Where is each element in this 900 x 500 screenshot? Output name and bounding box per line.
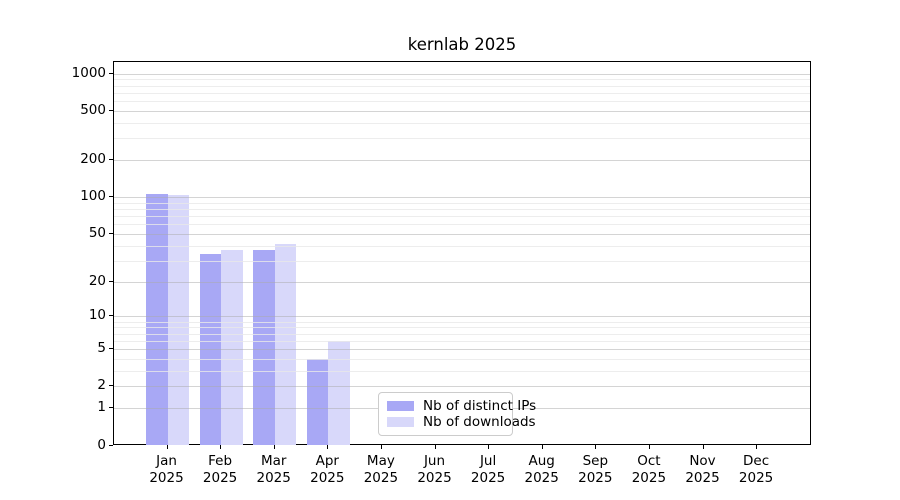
y-tick-1000 [108, 72, 113, 74]
bar-nb-of-distinct-ips-apr [306, 358, 329, 446]
bar-nb-of-downloads-mar [274, 244, 297, 446]
gridline-40 [114, 245, 810, 247]
x-tick-label-jan: Jan 2025 [149, 453, 184, 486]
y-tick-label-2: 2 [97, 377, 106, 394]
y-tick-100 [108, 196, 113, 198]
x-tick-sep [595, 445, 597, 449]
x-tick-aug [541, 445, 543, 449]
bar-nb-of-downloads-apr [328, 340, 350, 446]
legend-label-downloads: Nb of downloads [423, 414, 536, 430]
x-tick-label-nov: Nov 2025 [685, 453, 720, 486]
gridline-60 [114, 224, 810, 226]
gridline-8 [114, 327, 810, 329]
x-tick-oct [648, 445, 650, 449]
y-tick-label-200: 200 [80, 151, 106, 168]
x-tick-label-mar: Mar 2025 [256, 453, 291, 486]
legend-swatch-downloads [387, 417, 414, 427]
legend: Nb of distinct IPs Nb of downloads [378, 392, 536, 436]
y-tick-500 [108, 110, 113, 112]
x-tick-label-aug: Aug 2025 [524, 453, 559, 486]
gridline-70 [114, 216, 810, 218]
y-tick-label-500: 500 [80, 102, 106, 119]
gridline-10 [114, 316, 810, 318]
x-tick-label-feb: Feb 2025 [202, 453, 238, 486]
chart-title: kernlab 2025 [407, 35, 517, 54]
gridline-7 [114, 333, 810, 335]
gridline-200 [114, 160, 810, 162]
y-tick-label-100: 100 [80, 188, 106, 205]
x-tick-jun [434, 445, 436, 449]
gridline-400 [114, 123, 810, 125]
gridline-600 [114, 101, 810, 103]
y-tick-label-0: 0 [97, 436, 106, 453]
x-tick-apr [327, 445, 329, 449]
gridline-1000 [114, 73, 810, 75]
gridline-4 [114, 358, 810, 360]
legend-item-downloads: Nb of downloads [387, 415, 536, 429]
x-tick-nov [702, 445, 704, 449]
plot-area: Nb of distinct IPs Nb of downloads [113, 61, 811, 446]
y-tick-label-20: 20 [88, 272, 106, 289]
gridline-700 [114, 92, 810, 94]
x-tick-feb [220, 445, 222, 449]
legend-label-distinct-ips: Nb of distinct IPs [423, 398, 537, 414]
x-tick-label-dec: Dec 2025 [738, 453, 774, 486]
gridline-100 [114, 197, 810, 199]
bar-nb-of-distinct-ips-jan [146, 194, 168, 446]
y-tick-5 [108, 348, 113, 350]
x-tick-jul [488, 445, 490, 449]
y-tick-label-1000: 1000 [71, 64, 106, 81]
y-tick-20 [108, 280, 113, 282]
x-tick-label-may: May 2025 [363, 453, 399, 486]
gridline-3 [114, 370, 810, 372]
x-tick-label-oct: Oct 2025 [631, 453, 667, 486]
gridline-80 [114, 209, 810, 211]
gridline-300 [114, 138, 810, 140]
y-tick-label-50: 50 [88, 224, 106, 241]
legend-item-distinct-ips: Nb of distinct IPs [387, 399, 536, 413]
gridline-9 [114, 321, 810, 323]
x-tick-may [380, 445, 382, 449]
bars-layer [114, 62, 810, 446]
gridline-90 [114, 202, 810, 204]
bar-nb-of-downloads-feb [221, 249, 243, 446]
gridline-50 [114, 233, 810, 235]
y-tick-label-5: 5 [97, 340, 106, 357]
gridline-2 [114, 386, 810, 388]
gridline-500 [114, 111, 810, 113]
gridline-30 [114, 260, 810, 262]
y-tick-0 [108, 444, 113, 446]
legend-swatch-distinct-ips [387, 401, 414, 411]
bar-nb-of-distinct-ips-mar [253, 249, 275, 446]
bar-nb-of-downloads-jan [167, 195, 189, 446]
x-tick-label-jun: Jun 2025 [417, 453, 452, 486]
gridline-6 [114, 340, 810, 342]
grid-layer [114, 62, 810, 444]
x-tick-label-sep: Sep 2025 [578, 453, 613, 486]
gridline-5 [114, 349, 810, 351]
y-tick-label-10: 10 [88, 307, 106, 324]
x-tick-jan [166, 445, 168, 449]
gridline-900 [114, 79, 810, 81]
x-tick-label-apr: Apr 2025 [310, 453, 345, 486]
y-tick-10 [108, 315, 113, 317]
y-tick-label-1: 1 [97, 399, 106, 416]
gridline-20 [114, 281, 810, 283]
gridline-800 [114, 85, 810, 87]
x-tick-dec [756, 445, 758, 449]
y-tick-2 [108, 385, 113, 387]
x-tick-mar [273, 445, 275, 449]
y-tick-50 [108, 232, 113, 234]
y-tick-200 [108, 159, 113, 161]
y-tick-1 [108, 407, 113, 409]
x-tick-label-jul: Jul 2025 [470, 453, 506, 486]
